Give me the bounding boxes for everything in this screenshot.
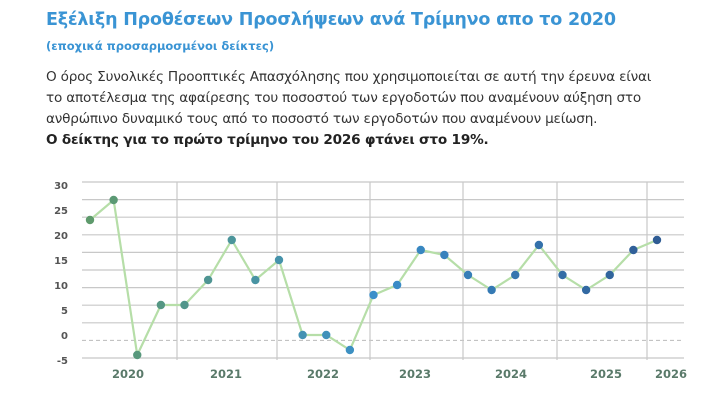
y-tick-label: 0 <box>61 331 68 342</box>
page-subtitle: (εποχικά προσαρμοσμένοι δείκτες) <box>46 39 275 53</box>
x-tick-label: 2023 <box>399 367 431 381</box>
y-tick-label: 15 <box>54 256 68 267</box>
x-tick-label: 2022 <box>307 367 339 381</box>
data-point <box>180 300 189 310</box>
data-point <box>109 195 118 205</box>
x-axis-year-labels: 2020 2021 2022 2023 2024 2025 2026 <box>112 367 687 381</box>
data-point <box>392 280 402 290</box>
description-line: το αποτέλεσμα της αφαίρεσης του ποσοστού… <box>46 90 641 106</box>
data-point <box>369 290 378 300</box>
y-tick-label: 30 <box>54 181 68 192</box>
description-highlight: Ο δείκτης για το πρώτο τρίμηνο του 2026 … <box>46 132 489 148</box>
data-point <box>652 235 662 245</box>
data-point <box>629 245 638 255</box>
y-axis-ticks: 30 25 20 15 10 5 0 -5 <box>54 181 68 367</box>
data-point <box>534 240 544 250</box>
data-point <box>558 270 567 280</box>
x-tick-label: 2020 <box>112 367 144 381</box>
series <box>85 195 662 360</box>
data-point <box>85 215 95 225</box>
grid <box>82 181 684 360</box>
data-point <box>133 350 142 360</box>
y-tick-label: 5 <box>61 306 68 317</box>
y-tick-label: 20 <box>54 231 68 242</box>
data-point <box>274 255 284 265</box>
description-line: Ο όρος Συνολικές Προοπτικές Απασχόλησης … <box>46 69 652 85</box>
x-tick-label: 2025 <box>590 367 622 381</box>
x-tick-label: 2024 <box>495 367 527 381</box>
data-point <box>227 235 236 245</box>
y-tick-label: -5 <box>57 356 68 367</box>
data-point <box>298 330 307 340</box>
description: Ο όρος Συνολικές Προοπτικές Απασχόλησης … <box>46 67 716 151</box>
series-line <box>89 197 658 359</box>
x-tick-label: 2021 <box>210 367 242 381</box>
data-point <box>440 250 449 260</box>
data-point <box>487 285 496 295</box>
y-tick-label: 25 <box>54 206 68 217</box>
description-line: ανθρώπινο δυναμικό τους από το ποσοστό τ… <box>46 111 598 127</box>
data-point <box>251 275 260 285</box>
data-point <box>511 270 520 280</box>
y-tick-label: 10 <box>54 281 68 292</box>
page-title: Εξέλιξη Προθέσεων Προσλήψεων ανά Τρίμηνο… <box>46 10 616 30</box>
data-point <box>581 285 591 295</box>
data-point <box>322 330 331 340</box>
data-point <box>463 270 473 280</box>
data-point <box>605 270 614 280</box>
data-point <box>416 245 425 255</box>
x-tick-label: 2026 <box>655 367 687 381</box>
data-point <box>345 345 355 355</box>
data-point <box>203 275 213 285</box>
data-point <box>156 300 166 310</box>
